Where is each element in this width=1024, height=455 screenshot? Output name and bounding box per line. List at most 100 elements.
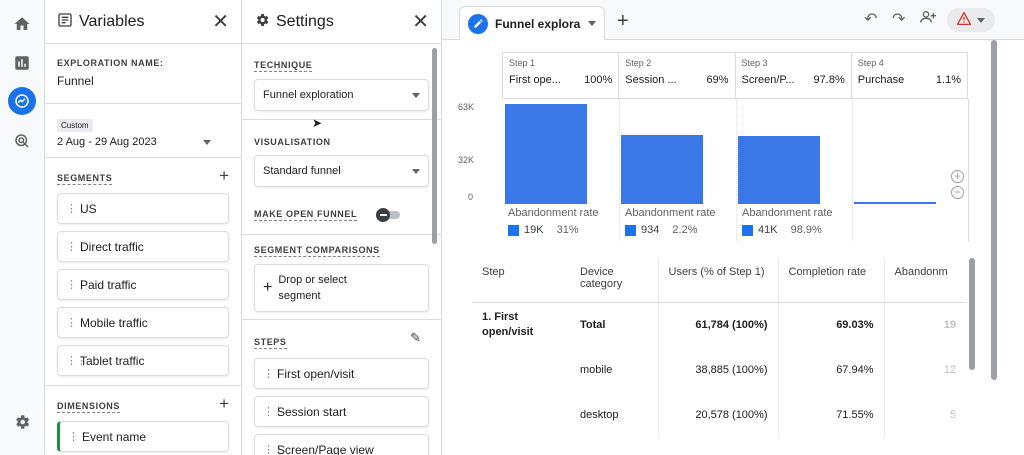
exploration-canvas: Funnel explora + ↶ ↷ Step 1 First ope...… xyxy=(442,0,1024,455)
explore-icon[interactable] xyxy=(8,87,36,115)
zoom-out-icon[interactable]: − xyxy=(951,186,964,199)
segment-chip[interactable]: ⋮⋮ Paid traffic xyxy=(57,269,229,300)
tab-funnel-exploration[interactable]: Funnel explora xyxy=(459,6,605,40)
abandonment-value[interactable]: 934 2.2% xyxy=(625,224,698,236)
column-header[interactable]: Completion rate xyxy=(777,258,884,303)
settings-panel: Settings ✕ TECHNIQUE Funnel exploration … xyxy=(242,0,442,455)
step-divider xyxy=(736,99,737,242)
undo-icon[interactable]: ↶ xyxy=(864,11,878,28)
technique-label: TECHNIQUE xyxy=(254,60,313,72)
settings-header: Settings ✕ xyxy=(242,0,441,44)
column-header[interactable]: Users (% of Step 1) xyxy=(657,258,778,303)
step-chip[interactable]: ⋮⋮ First open/visit xyxy=(254,358,429,389)
close-icon[interactable]: ✕ xyxy=(212,11,229,33)
segment-chip[interactable]: ⋮⋮ US xyxy=(57,193,229,224)
chevron-down-icon[interactable] xyxy=(588,21,596,26)
add-segment-icon[interactable]: + xyxy=(219,166,229,185)
y-tick-label: 0 xyxy=(468,192,474,202)
add-dimension-icon[interactable]: + xyxy=(219,394,229,413)
funnel-bar[interactable] xyxy=(505,104,587,204)
add-icon: + xyxy=(263,279,273,296)
drag-handle-icon[interactable]: ⋮⋮ xyxy=(66,317,87,329)
abandonment-value[interactable]: 19K 31% xyxy=(508,224,579,236)
funnel-bar[interactable] xyxy=(854,202,936,204)
home-icon[interactable] xyxy=(8,10,36,38)
settings-scrollbar[interactable] xyxy=(432,48,437,244)
chevron-down-icon[interactable] xyxy=(203,139,211,145)
drop-segment-target[interactable]: + Drop or select segment xyxy=(254,264,429,312)
funnel-step-header[interactable]: Step 2 Session ... 69% xyxy=(619,52,736,99)
open-funnel-toggle[interactable] xyxy=(376,208,402,222)
funnel-step-headers: Step 1 First ope... 100% Step 2 Session .… xyxy=(502,52,968,99)
visualisation-section: VISUALISATION Standard funnel MAKE OPEN … xyxy=(242,120,441,235)
warning-icon xyxy=(956,11,972,28)
exploration-name-label: EXPLORATION NAME: xyxy=(57,58,164,68)
tab-bar: Funnel explora + ↶ ↷ xyxy=(442,0,1024,40)
segments-label: SEGMENTS xyxy=(57,173,113,185)
drag-handle-icon[interactable]: ⋮⋮ xyxy=(66,203,87,215)
gear-icon xyxy=(254,12,270,31)
add-tab-button[interactable]: + xyxy=(617,10,629,32)
y-tick-label: 63K xyxy=(458,102,475,112)
abandonment-label: Abandonment rate xyxy=(508,207,599,219)
chevron-down-icon xyxy=(977,17,985,23)
abandonment-value[interactable]: 41K 98.9% xyxy=(742,224,822,236)
drag-handle-icon[interactable]: ⋮⋮ xyxy=(66,355,87,367)
variables-header: Variables ✕ xyxy=(45,0,241,44)
segment-comparisons-label: SEGMENT COMPARISONS xyxy=(254,245,380,257)
step-chip[interactable]: ⋮⋮ Session start xyxy=(254,396,429,427)
exploration-name[interactable]: Funnel xyxy=(57,74,94,88)
advertising-icon[interactable] xyxy=(8,127,36,155)
technique-select[interactable]: Funnel exploration xyxy=(254,79,429,111)
drag-handle-icon[interactable]: ⋮⋮ xyxy=(66,241,87,253)
edit-pencil-icon[interactable]: ✎ xyxy=(410,330,421,345)
reports-icon[interactable] xyxy=(8,49,36,77)
step-divider xyxy=(619,99,620,242)
table-row[interactable]: mobile 38,885 (100%) 67.94% 12 xyxy=(472,347,966,392)
redo-icon[interactable]: ↷ xyxy=(892,11,906,28)
close-icon[interactable]: ✕ xyxy=(412,11,429,33)
table-row[interactable]: 1. First open/visit Total 61,784 (100%) … xyxy=(472,302,966,347)
drag-handle-icon[interactable]: ⋮⋮ xyxy=(68,431,89,443)
share-user-icon[interactable] xyxy=(919,9,937,30)
date-range-section[interactable]: Custom 2 Aug - 29 Aug 2023 xyxy=(45,104,241,158)
tab-title: Funnel explora xyxy=(495,16,581,31)
technique-section: TECHNIQUE Funnel exploration ➤ xyxy=(242,44,441,130)
variables-icon xyxy=(57,12,73,31)
open-funnel-label: MAKE OPEN FUNNEL xyxy=(254,209,358,221)
funnel-step-header[interactable]: Step 1 First ope... 100% xyxy=(502,52,620,99)
canvas-scrollbar[interactable] xyxy=(991,40,997,380)
funnel-step-header[interactable]: Step 3 Screen/P... 97.8% xyxy=(735,52,852,99)
variables-title: Variables xyxy=(79,12,145,30)
drag-handle-icon[interactable]: ⋮⋮ xyxy=(263,406,284,418)
step-divider xyxy=(968,99,969,242)
funnel-step-header[interactable]: Step 4 Purchase 1.1% xyxy=(851,52,968,99)
funnel-bar[interactable] xyxy=(738,136,820,204)
column-header[interactable]: Step xyxy=(472,258,570,303)
table-scrollbar[interactable] xyxy=(969,258,975,370)
drag-handle-icon[interactable]: ⋮⋮ xyxy=(263,368,284,380)
exploration-name-section: EXPLORATION NAME: Funnel xyxy=(45,44,241,104)
drag-handle-icon[interactable]: ⋮⋮ xyxy=(66,279,87,291)
settings-title: Settings xyxy=(276,12,334,30)
settings-icon[interactable] xyxy=(8,408,36,436)
segment-chip[interactable]: ⋮⋮ Tablet traffic xyxy=(57,345,229,376)
warning-button[interactable] xyxy=(947,8,995,32)
dimensions-section: DIMENSIONS + ⋮⋮ Event name xyxy=(45,386,241,452)
segment-chip[interactable]: ⋮⋮ Mobile traffic xyxy=(57,307,229,338)
column-header[interactable]: Abandonm xyxy=(883,258,966,303)
segment-chip[interactable]: ⋮⋮ Direct traffic xyxy=(57,231,229,262)
chevron-down-icon xyxy=(412,92,420,98)
visualisation-select[interactable]: Standard funnel xyxy=(254,155,429,187)
table-row[interactable]: desktop 20,578 (100%) 71.55% 5 xyxy=(472,392,966,437)
chevron-down-icon xyxy=(412,168,420,174)
dimension-chip[interactable]: ⋮⋮ Event name xyxy=(57,421,229,452)
funnel-bar[interactable] xyxy=(621,135,703,204)
steps-section: STEPS ✎ ⋮⋮ First open/visit ⋮⋮ Session sta… xyxy=(242,320,441,455)
step-chip[interactable]: ⋮⋮ Screen/Page view xyxy=(254,434,429,455)
zoom-in-icon[interactable]: + xyxy=(951,170,964,183)
column-header[interactable]: Device category xyxy=(570,258,658,303)
variables-panel: Variables ✕ EXPLORATION NAME: Funnel Cus… xyxy=(45,0,242,455)
visualisation-label: VISUALISATION xyxy=(254,137,331,147)
drag-handle-icon[interactable]: ⋮⋮ xyxy=(263,444,284,455)
